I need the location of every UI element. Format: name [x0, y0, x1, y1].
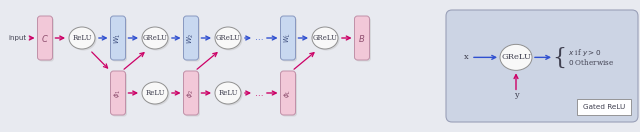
FancyBboxPatch shape — [111, 71, 125, 115]
FancyBboxPatch shape — [282, 72, 297, 117]
FancyBboxPatch shape — [577, 99, 631, 115]
Text: Gated ReLU: Gated ReLU — [583, 104, 625, 110]
Ellipse shape — [70, 29, 97, 51]
Text: GReLU: GReLU — [312, 34, 337, 42]
FancyBboxPatch shape — [355, 16, 369, 60]
Text: ...: ... — [255, 34, 263, 43]
Ellipse shape — [143, 84, 170, 105]
FancyBboxPatch shape — [39, 18, 54, 62]
Text: ...: ... — [255, 88, 263, 98]
Text: ReLU: ReLU — [145, 89, 164, 97]
Text: $\phi_L$: $\phi_L$ — [283, 88, 293, 98]
Text: $0$ Otherwise: $0$ Otherwise — [568, 57, 614, 67]
Ellipse shape — [215, 82, 241, 104]
Text: GReLU: GReLU — [143, 34, 168, 42]
Text: ReLU: ReLU — [218, 89, 237, 97]
FancyBboxPatch shape — [185, 18, 200, 62]
FancyBboxPatch shape — [185, 72, 200, 117]
Text: $W_L$: $W_L$ — [283, 33, 293, 43]
Ellipse shape — [314, 29, 339, 51]
Text: GReLU: GReLU — [501, 53, 531, 61]
FancyBboxPatch shape — [280, 71, 296, 115]
Ellipse shape — [216, 84, 243, 105]
FancyBboxPatch shape — [446, 10, 638, 122]
FancyBboxPatch shape — [184, 16, 198, 60]
FancyBboxPatch shape — [112, 72, 127, 117]
Text: {: { — [552, 46, 566, 68]
Text: $x$ if $y>0$: $x$ if $y>0$ — [568, 47, 602, 58]
Text: ReLU: ReLU — [72, 34, 92, 42]
FancyBboxPatch shape — [282, 18, 297, 62]
FancyBboxPatch shape — [356, 18, 371, 62]
Text: $W_2$: $W_2$ — [186, 32, 196, 44]
Ellipse shape — [69, 27, 95, 49]
Ellipse shape — [143, 29, 170, 51]
Text: $W_1$: $W_1$ — [113, 32, 123, 44]
FancyBboxPatch shape — [38, 16, 52, 60]
FancyBboxPatch shape — [280, 16, 296, 60]
Ellipse shape — [216, 29, 243, 51]
Text: input: input — [8, 35, 26, 41]
FancyBboxPatch shape — [184, 71, 198, 115]
Text: $C$: $C$ — [41, 32, 49, 44]
Ellipse shape — [142, 27, 168, 49]
Text: $B$: $B$ — [358, 32, 365, 44]
FancyBboxPatch shape — [112, 18, 127, 62]
Ellipse shape — [215, 27, 241, 49]
Text: $\phi_2$: $\phi_2$ — [186, 88, 196, 98]
Text: y: y — [514, 91, 518, 99]
Ellipse shape — [142, 82, 168, 104]
Text: x: x — [463, 53, 468, 61]
Text: GReLU: GReLU — [216, 34, 241, 42]
Ellipse shape — [500, 44, 532, 70]
Ellipse shape — [312, 27, 338, 49]
Text: $\phi_1$: $\phi_1$ — [113, 88, 123, 98]
FancyBboxPatch shape — [111, 16, 125, 60]
